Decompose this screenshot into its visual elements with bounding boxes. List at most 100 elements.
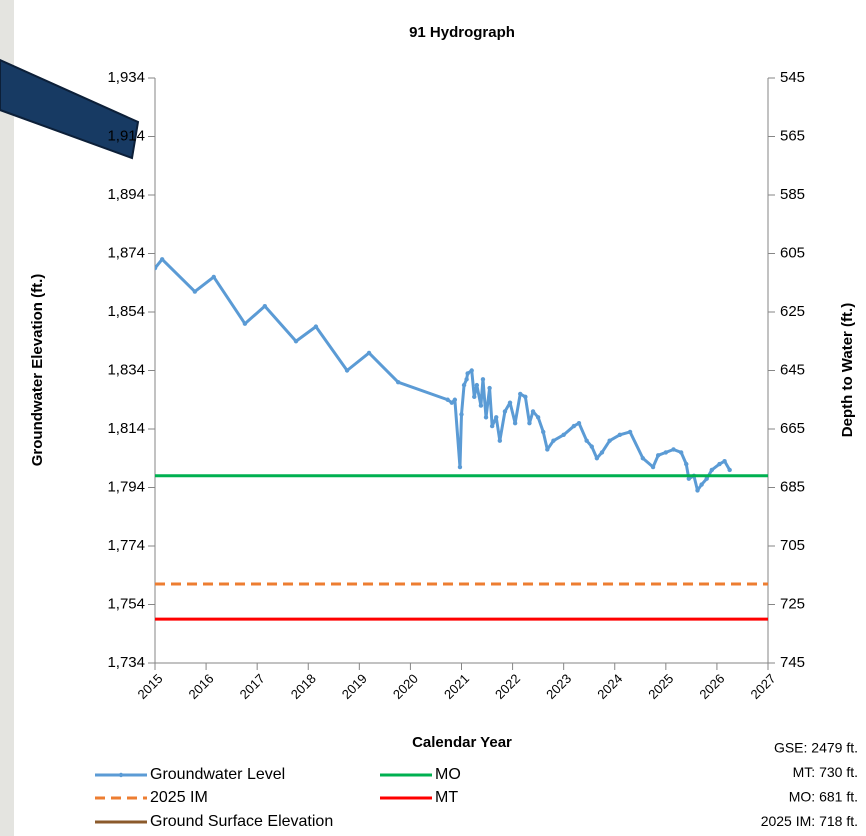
- point: [512, 420, 518, 426]
- point: [211, 274, 216, 280]
- point: [571, 423, 577, 429]
- legend-label: 2025 IM: [150, 789, 208, 806]
- point: [242, 321, 248, 326]
- point: [395, 380, 401, 385]
- point: [262, 303, 268, 309]
- point: [478, 403, 484, 408]
- point: [449, 400, 454, 405]
- y2-tick-label: 605: [780, 244, 805, 261]
- y2-tick-label: 665: [780, 420, 805, 437]
- point: [678, 450, 684, 455]
- point: [684, 461, 689, 467]
- point: [507, 400, 513, 405]
- y2-tick-label: 565: [780, 127, 805, 144]
- point: [576, 420, 582, 426]
- point: [461, 382, 467, 388]
- point: [459, 412, 464, 417]
- point: [192, 289, 198, 294]
- plot-area: [155, 257, 768, 621]
- annotation: MT: 730 ft.: [793, 764, 858, 780]
- point: [344, 368, 350, 373]
- point: [671, 447, 676, 452]
- y-tick-label: 1,914: [107, 127, 145, 144]
- point: [445, 397, 450, 402]
- point: [617, 432, 623, 438]
- point: [551, 438, 556, 443]
- legend-label: MO: [435, 766, 461, 783]
- y-tick-label: 1,814: [107, 420, 145, 437]
- point: [655, 453, 661, 458]
- x-axis-label: Calendar Year: [412, 734, 512, 751]
- point: [497, 438, 503, 443]
- point: [483, 415, 489, 420]
- legend-label: Ground Surface Elevation: [150, 813, 333, 830]
- point: [366, 350, 372, 356]
- y-tick-label: 1,734: [107, 654, 145, 671]
- y2-tick-label: 685: [780, 478, 805, 495]
- point: [159, 257, 165, 262]
- point: [464, 377, 469, 382]
- point: [627, 429, 633, 435]
- y-tick-label: 1,754: [107, 595, 145, 612]
- y2-tick-label: 585: [780, 186, 805, 203]
- point: [695, 488, 700, 493]
- point: [699, 482, 704, 487]
- y2-tick-label: 705: [780, 537, 805, 554]
- y-tick-label: 1,854: [107, 303, 145, 320]
- legend-label: MT: [435, 789, 458, 806]
- annotation: GSE: 2479 ft.: [774, 740, 858, 756]
- arrow-shape: [0, 58, 140, 160]
- point: [717, 461, 722, 467]
- point: [709, 467, 715, 473]
- point: [650, 464, 656, 470]
- y-tick-label: 1,774: [107, 537, 145, 554]
- annotation: MO: 681 ft.: [789, 789, 858, 805]
- y-tick-label: 1,934: [107, 69, 145, 86]
- point: [523, 394, 528, 400]
- point: [530, 409, 536, 414]
- annotation: 2025 IM: 718 ft.: [761, 813, 858, 829]
- point: [293, 339, 299, 344]
- point: [474, 382, 480, 388]
- point: [722, 458, 727, 464]
- point: [457, 464, 463, 470]
- point: [607, 438, 612, 443]
- point: [527, 420, 532, 426]
- y2-tick-label: 725: [780, 595, 805, 612]
- y2-tick-label: 625: [780, 303, 805, 320]
- point: [640, 456, 646, 461]
- point: [518, 391, 523, 397]
- point: [155, 265, 158, 271]
- point: [727, 467, 732, 473]
- y-axis-label: Groundwater Elevation (ft.): [29, 274, 46, 467]
- y-tick-label: 1,834: [107, 361, 145, 378]
- point: [545, 447, 550, 452]
- y-tick-label: 1,794: [107, 478, 145, 495]
- y2-tick-label: 545: [780, 69, 805, 86]
- point: [599, 450, 605, 455]
- legend-marker: [118, 772, 124, 778]
- point: [313, 324, 319, 329]
- point: [704, 476, 709, 481]
- point: [686, 476, 692, 481]
- point: [594, 456, 600, 461]
- y2-tick-label: 745: [780, 654, 805, 671]
- point: [541, 429, 546, 435]
- point: [561, 432, 566, 438]
- y2-axis-label: Depth to Water (ft.): [839, 303, 856, 437]
- point: [535, 415, 541, 420]
- y-tick-label: 1,894: [107, 186, 145, 203]
- point: [472, 394, 477, 400]
- point: [584, 438, 589, 443]
- point: [452, 397, 458, 402]
- point: [494, 415, 499, 420]
- legend-label: Groundwater Level: [150, 766, 285, 783]
- point: [502, 409, 508, 414]
- map-strip: [0, 0, 14, 836]
- point: [589, 444, 594, 449]
- point: [465, 371, 470, 376]
- chart-title: 91 Hydrograph: [409, 24, 515, 41]
